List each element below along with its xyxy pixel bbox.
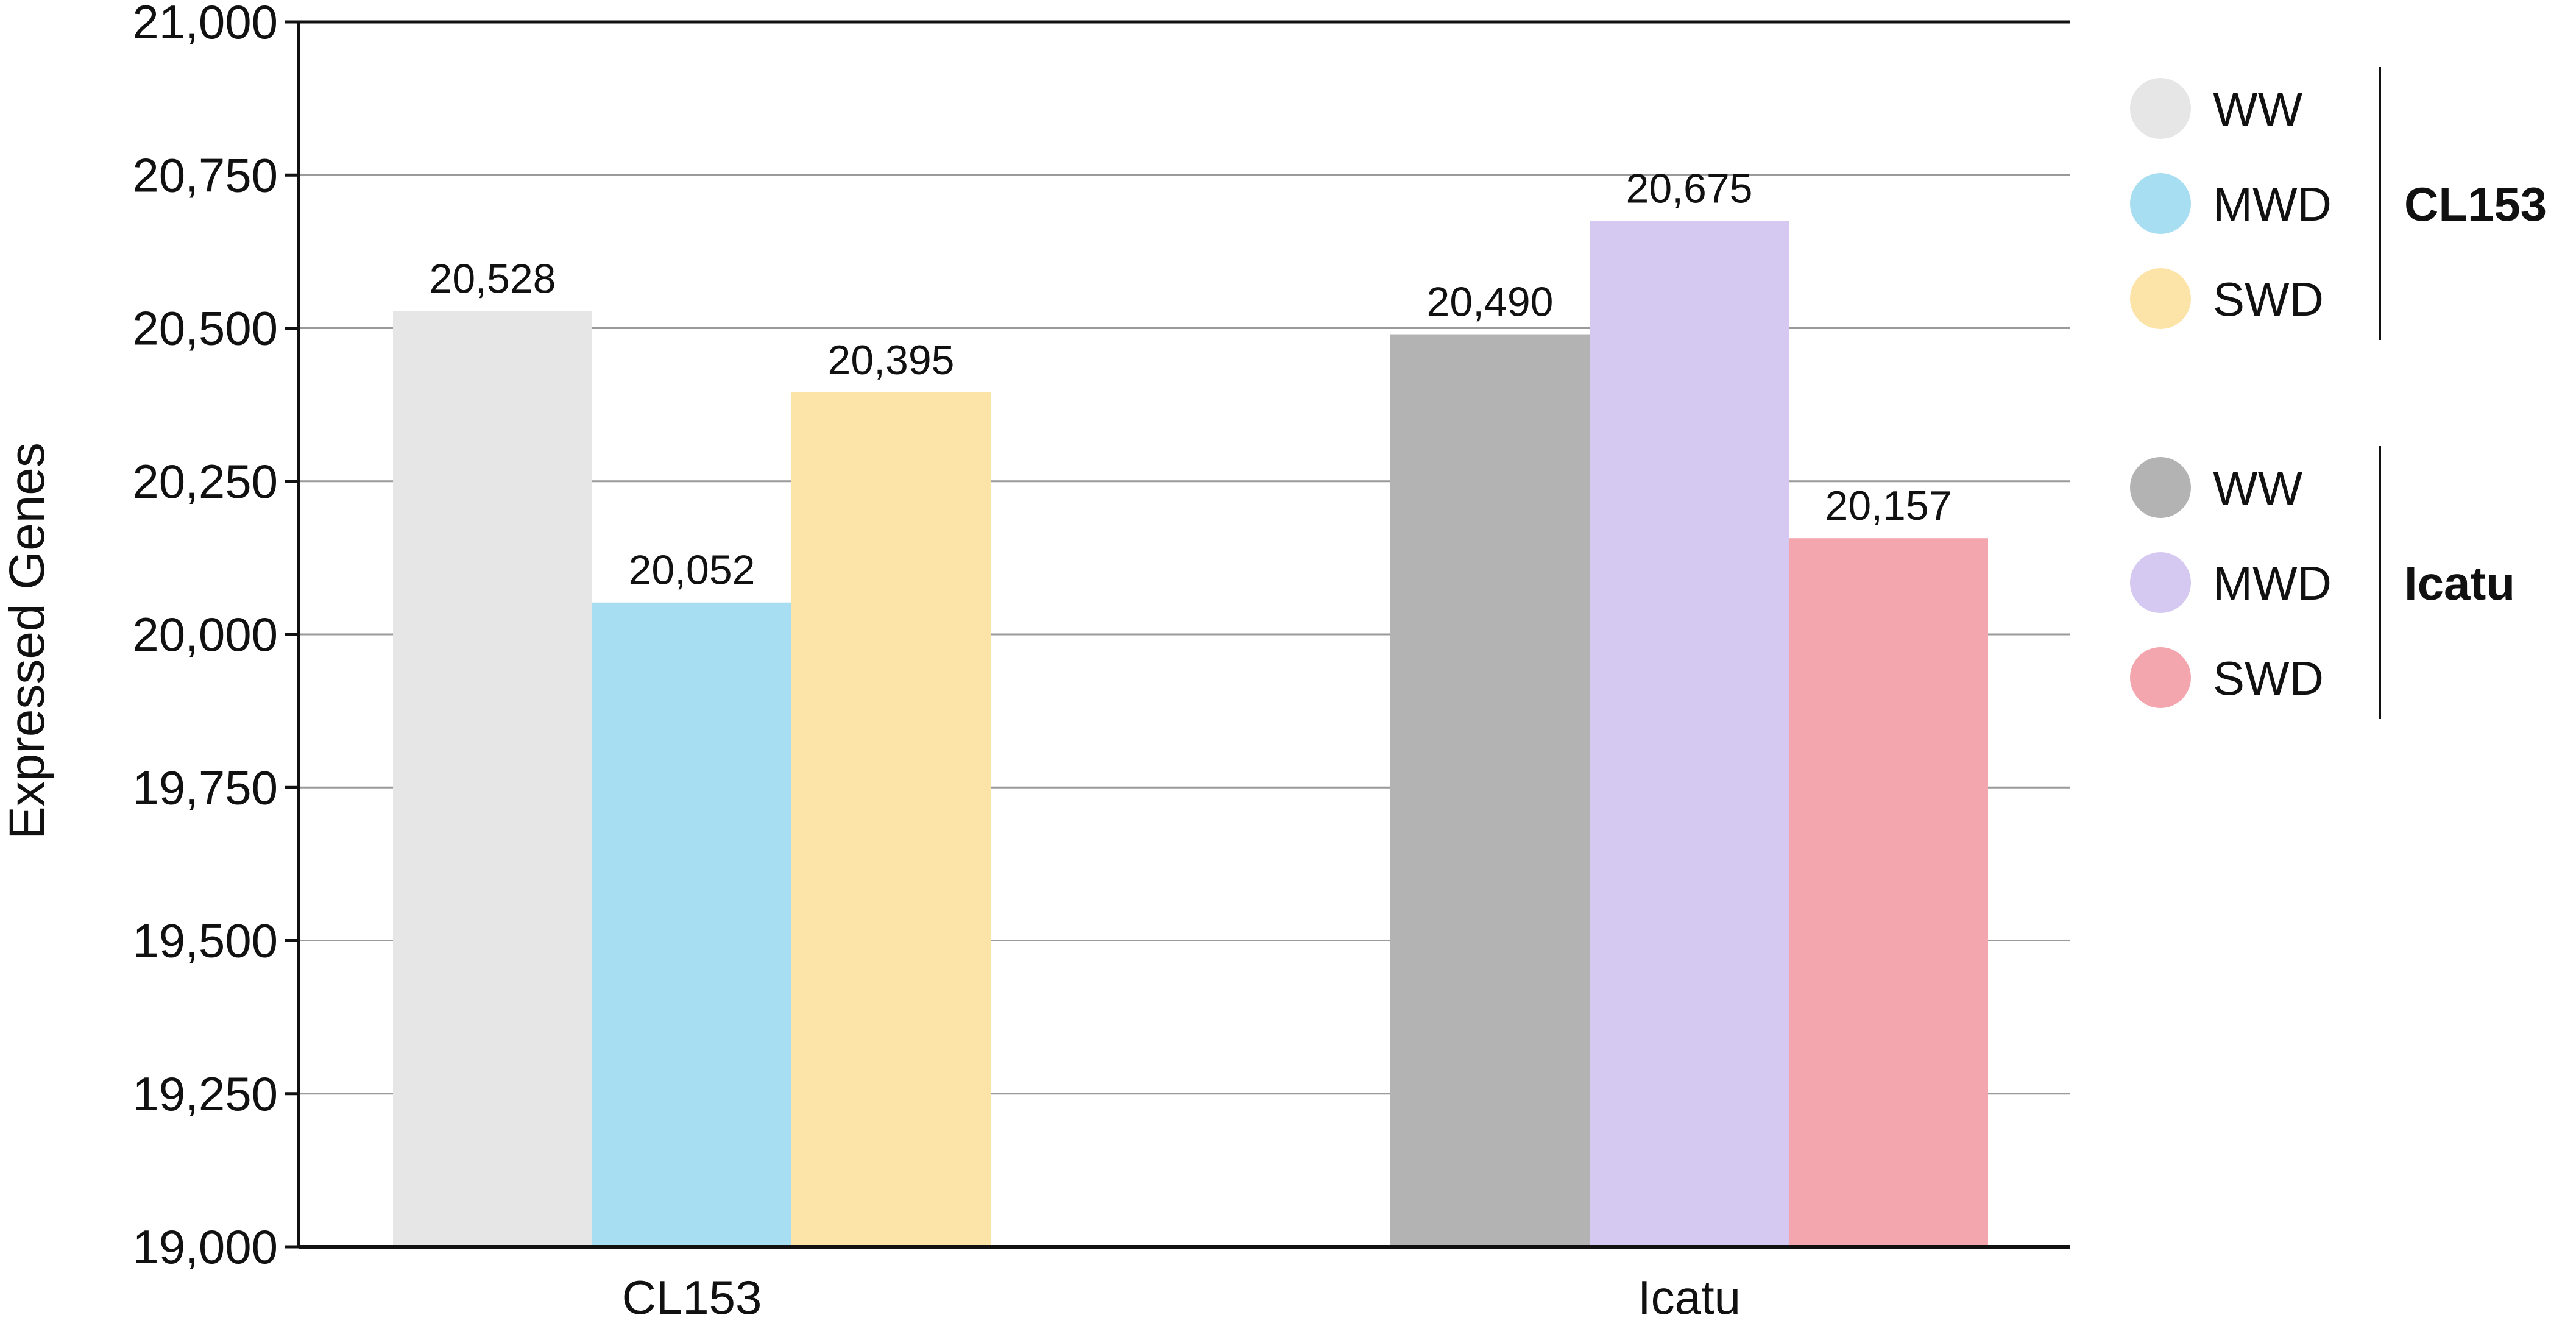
x-category-label: CL153 xyxy=(622,1271,762,1324)
y-tick-label: 20,750 xyxy=(132,148,278,202)
legend-item-label: WW xyxy=(2213,82,2303,136)
axes: 19,000 19,250 19,500 19,750 20,000 20,250 20,5… xyxy=(132,0,2070,1324)
legend-swatch xyxy=(2130,457,2191,518)
legend-group-label: CL153 xyxy=(2404,177,2547,231)
bar-cl153-swd xyxy=(791,392,991,1247)
data-labels: 20,528 20,052 20,395 20,490 20,675 20,157 xyxy=(430,166,1952,594)
legend-item-label: SWD xyxy=(2213,651,2324,705)
y-tick-label: 19,500 xyxy=(132,914,278,968)
legend-swatch xyxy=(2130,173,2191,234)
y-tick-label: 20,500 xyxy=(132,302,278,355)
legend-swatch xyxy=(2130,647,2191,708)
y-axis-title: Expressed Genes xyxy=(0,442,55,840)
legend-group-label: Icatu xyxy=(2404,556,2515,610)
data-label: 20,490 xyxy=(1427,279,1554,325)
legend: WW MWD SWD CL153 WW MWD SWD Icatu xyxy=(2130,67,2547,719)
bar-icatu-ww xyxy=(1390,334,1590,1247)
data-label: 20,052 xyxy=(629,547,755,594)
legend-item-label: MWD xyxy=(2213,556,2332,610)
x-category-label: Icatu xyxy=(1638,1271,1741,1324)
data-label: 20,675 xyxy=(1626,166,1753,212)
data-label: 20,157 xyxy=(1825,483,1952,529)
data-label: 20,395 xyxy=(828,337,955,383)
legend-item-label: SWD xyxy=(2213,272,2324,326)
legend-swatch xyxy=(2130,552,2191,613)
bar-icatu-mwd xyxy=(1590,221,1789,1247)
legend-item-label: MWD xyxy=(2213,177,2332,231)
bar-cl153-ww xyxy=(393,311,592,1247)
data-label: 20,528 xyxy=(430,255,556,302)
bars xyxy=(393,221,1988,1247)
legend-swatch xyxy=(2130,78,2191,139)
bar-icatu-swd xyxy=(1789,538,1988,1247)
y-tick-label: 19,000 xyxy=(132,1220,278,1274)
y-tick-label: 20,000 xyxy=(132,608,278,661)
legend-swatch xyxy=(2130,268,2191,329)
bar-cl153-mwd xyxy=(592,602,791,1247)
y-tick-label: 19,250 xyxy=(132,1067,278,1121)
y-tick-label: 21,000 xyxy=(132,0,278,49)
y-tick-label: 19,750 xyxy=(132,760,278,814)
y-tick-label: 20,250 xyxy=(132,455,278,508)
legend-item-label: WW xyxy=(2213,461,2303,515)
